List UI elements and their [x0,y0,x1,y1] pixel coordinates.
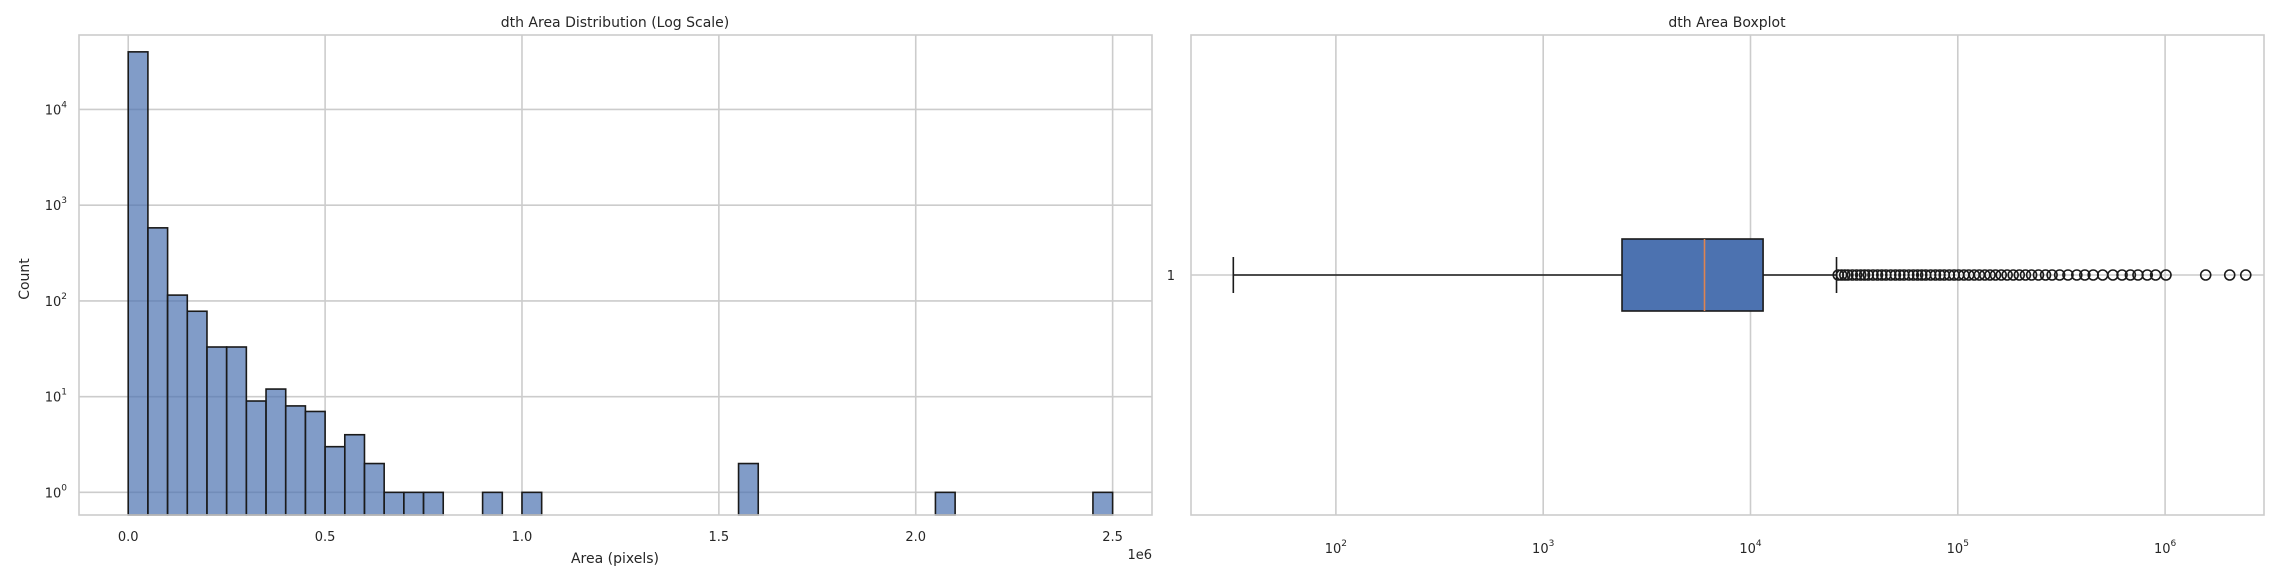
boxplot-outlier-point [1984,269,1996,281]
boxplot-outlier-point [2046,269,2058,281]
histogram-x-tick-label: 0.0 [118,530,139,545]
boxplot-x-tick-label: 105 [1947,539,1969,557]
boxplot-outlier-point [2070,269,2083,281]
histogram-y-tick-label: 103 [45,196,67,214]
boxplot-outlier-point [2160,269,2172,281]
histogram-bar [324,445,346,516]
histogram-bar [225,346,248,516]
boxplot-outlier-point [2062,269,2074,281]
histogram-y-tick-label: 101 [45,388,67,406]
boxplot-x-tick-label: 103 [1532,539,1554,557]
boxplot-x-tick-label: 106 [2154,539,2177,557]
histogram-bar [206,346,228,516]
histogram-title: dth Area Distribution (Log Scale) [501,15,730,31]
histogram-x-tick-label: 1.5 [709,530,730,545]
boxplot-frame [1190,34,2265,516]
histogram-bar [403,491,425,516]
histogram-x-tick-label: 1.0 [512,530,533,545]
boxplot-outlier-point [1850,269,1863,281]
boxplot-outlier-point [1915,269,1928,281]
boxplot-outlier-point [2116,269,2128,281]
histogram-bar [934,491,956,516]
histogram-y-axis-label: Count [17,258,33,300]
histogram-bar [383,491,405,516]
histogram-x-tick-label: 2.5 [1102,530,1123,545]
boxplot-outlier-point [1989,269,2002,281]
boxplot-outliers [1832,269,2252,281]
boxplot-outlier-point [1995,269,2008,281]
histogram-x-axis-label: Area (pixels) [571,551,659,567]
boxplot-outlier-point [1907,269,1920,281]
histogram-bar [363,462,385,516]
histogram-bar [265,388,287,516]
histogram-bar [284,405,307,516]
histogram-bar [186,310,208,516]
boxplot-outlier-point [1929,269,1942,281]
histogram-y-tick-label: 104 [45,100,68,118]
histogram-y-tick-label: 102 [45,292,67,310]
histogram-x-tick-labels: 0.0 0.5 1.0 1.5 2.0 2.5 [118,530,1123,545]
boxplot-outlier-point [1858,269,1871,281]
boxplot-outlier-point [1867,269,1879,281]
boxplot-outlier-point [2223,269,2236,281]
boxplot-outlier-point [2107,269,2119,281]
boxplot-outlier-point [1876,269,1888,281]
boxplot-outlier-point [1889,269,1902,281]
boxplot-elements [1232,238,1838,312]
boxplot-outlier-point [1911,269,1924,281]
boxplot-outlier-point [1884,269,1897,281]
boxplot-outlier-point [1854,269,1867,281]
boxplot-outlier-point [2199,269,2212,281]
histogram-bar [245,400,267,516]
boxplot-title: dth Area Boxplot [1668,15,1786,31]
boxplot-category-label: 1 [1167,269,1175,284]
histogram-bar [737,462,760,516]
boxplot-x-tick-label: 104 [1739,539,1762,557]
boxplot-outlier-point [2001,269,2013,281]
histogram-panel: 0.0 0.5 1.0 1.5 2.0 2.5 100 101 102 103 104 dth A… [17,15,1153,567]
histogram-bar [166,294,189,516]
histogram-bar [422,491,445,516]
boxplot-outlier-point [1871,269,1884,281]
histogram-bar [127,51,149,516]
histogram-y-tick-labels: 100 101 102 103 104 [45,100,68,501]
boxplot-outlier-point [2013,269,2026,281]
boxplot-x-tick-labels: 102 103 104 105 106 [1325,539,2177,557]
boxplot-outlier-point [1893,269,1906,281]
histogram-y-tick-label: 100 [45,483,68,501]
histogram-bar [481,491,504,516]
boxplot-outlier-point [2019,269,2032,281]
boxplot-outlier-point [2025,269,2038,281]
histogram-bar [343,433,366,516]
histogram-bar [304,410,326,516]
boxplot-outlier-point [2079,269,2091,281]
boxplot-outlier-point [2053,269,2066,281]
boxplot-outlier-point [2007,269,2019,281]
boxplot-outlier-point [1838,269,1851,281]
histogram-bar [521,491,543,516]
boxplot-box [1621,238,1764,312]
boxplot-outlier-point [2141,269,2154,281]
boxplot-outlier-point [1842,269,1854,281]
boxplot-x-tick-label: 102 [1325,539,1347,557]
boxplot-outlier-point [2032,269,2045,281]
histogram-x-offset-label: 1e6 [1127,548,1152,563]
boxplot-outlier-point [2039,269,2052,281]
boxplot-outlier-point [1902,269,1915,281]
boxplot-outlier-point [2124,269,2137,281]
histogram-bar [1092,491,1114,516]
histogram-frame [78,34,1153,516]
histogram-bar [147,227,169,516]
histogram-x-tick-label: 0.5 [315,530,336,545]
histogram-x-tick-label: 2.0 [905,530,926,545]
boxplot-panel: 102 103 104 105 106 1 dth Area Boxplot [1167,15,2265,557]
boxplot-outlier-point [2239,269,2252,281]
boxplot-outlier-point [1846,269,1859,281]
